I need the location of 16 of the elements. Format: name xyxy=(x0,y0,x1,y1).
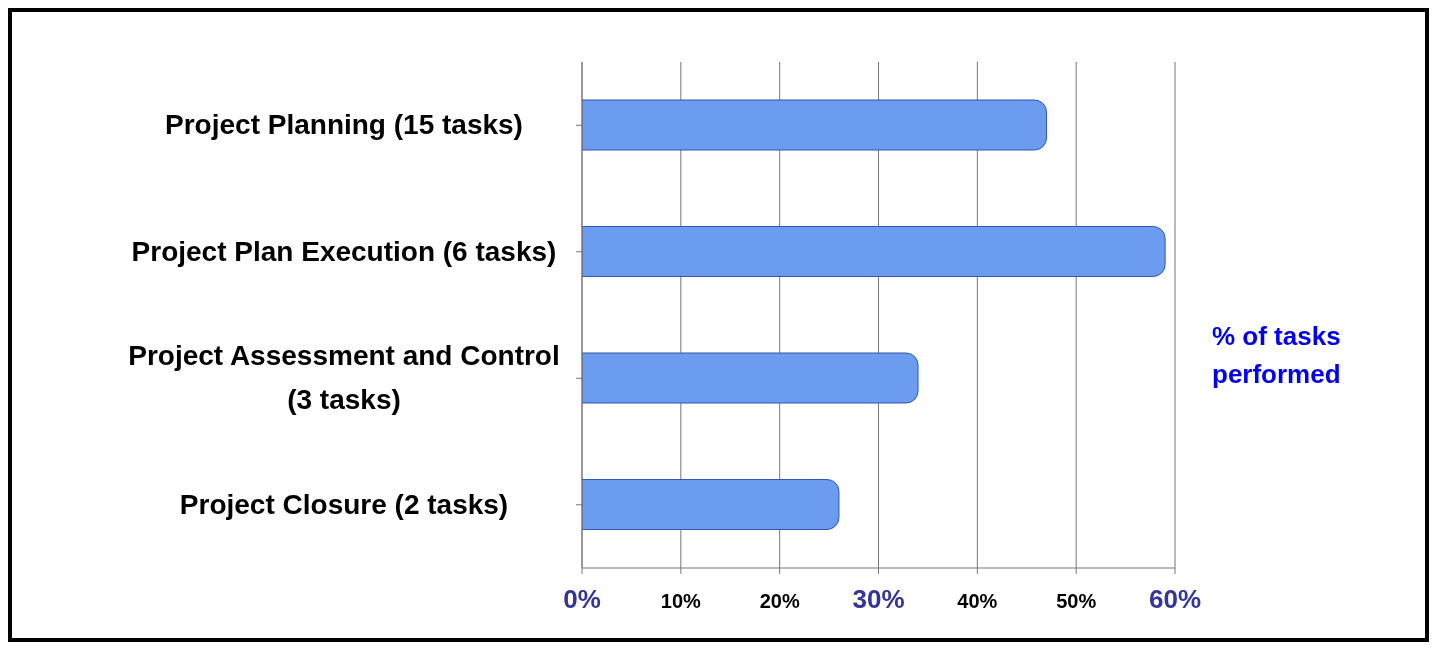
x-axis-title: % of tasks performed xyxy=(1212,320,1342,391)
x-tick-label: 20% xyxy=(759,590,800,612)
x-tick-label: 0% xyxy=(563,584,601,614)
bar xyxy=(582,479,840,530)
y-tick-label: Project Assessment and Control (3 tasks) xyxy=(127,339,561,418)
x-tick-label: 30% xyxy=(852,584,905,614)
y-tick-label: Project Planning (15 tasks) xyxy=(164,108,524,143)
x-tick-label: 60% xyxy=(1148,584,1202,614)
x-tick-label: 10% xyxy=(660,590,702,612)
bar xyxy=(582,99,1048,151)
y-tick-label: Project Closure (2 tasks) xyxy=(178,487,510,522)
x-tick-label: 50% xyxy=(1056,590,1097,612)
y-tick-label: Project Plan Execution (6 tasks) xyxy=(130,234,558,269)
bar xyxy=(582,226,1166,277)
x-tick-label: 40% xyxy=(957,590,998,612)
bar xyxy=(582,352,919,404)
